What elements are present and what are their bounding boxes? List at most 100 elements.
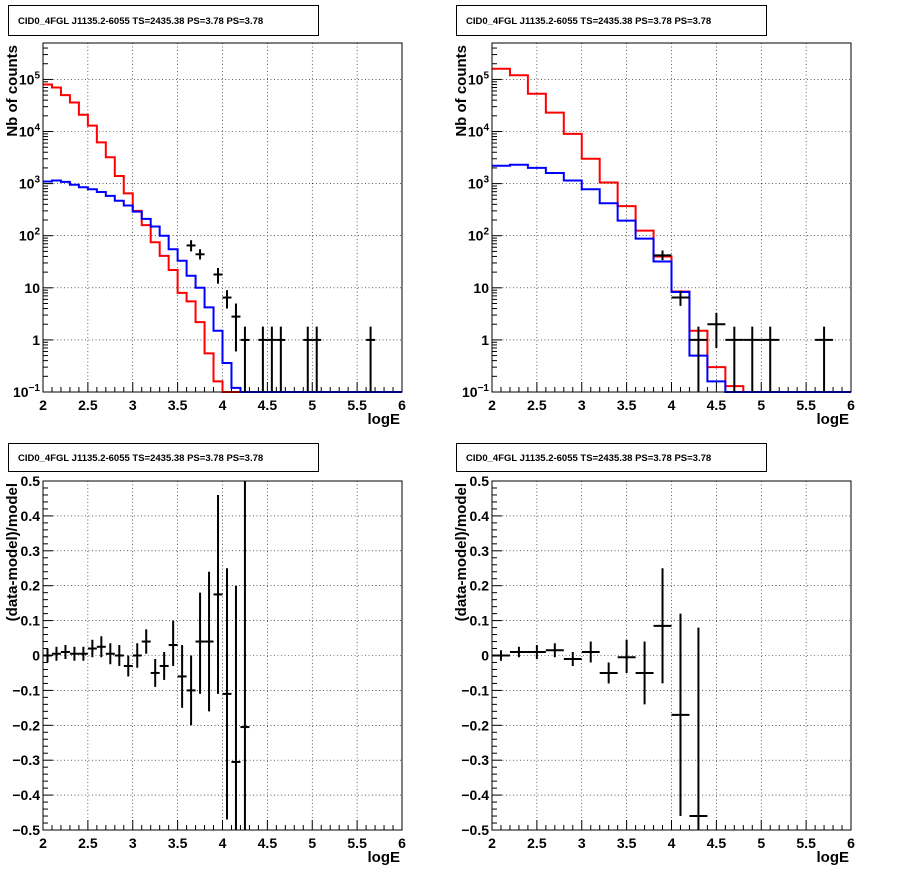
y-tick-label: 104: [468, 123, 490, 140]
x-tick-label: 5: [308, 397, 316, 413]
axis-ticks: [42, 480, 403, 831]
y-tick-label: 0.5: [21, 473, 41, 489]
y-tick-label: 102: [19, 227, 41, 244]
data-point: [177, 645, 187, 708]
y-tick-label: 0.5: [470, 473, 490, 489]
y-tick-label: 105: [468, 70, 490, 87]
data-point: [69, 646, 79, 661]
data-point: [213, 494, 223, 694]
y-tick-label: −0.4: [461, 787, 489, 803]
data-point: [87, 639, 97, 658]
data-point: [240, 481, 250, 830]
chart-title: CID0_4FGL J1135.2-6055 TS=2435.38 PS=3.7…: [466, 453, 711, 464]
chart-title: CID0_4FGL J1135.2-6055 TS=2435.38 PS=3.7…: [18, 453, 263, 464]
y-tick-label: −0.2: [461, 717, 489, 733]
y-axis-title: (data-model)/model: [4, 483, 21, 621]
y-tick-label: −0.5: [12, 822, 40, 838]
chart-title: CID0_4FGL J1135.2-6055 TS=2435.38 PS=3.7…: [466, 16, 711, 27]
x-tick-label: 3.5: [617, 397, 637, 413]
y-tick-label: −0.1: [12, 682, 40, 698]
data-point: [213, 267, 223, 284]
data-points: [492, 568, 708, 830]
data-point: [492, 650, 510, 661]
chart-panel-counts_fine: CID0_4FGL J1135.2-6055 TS=2435.38 PS=3.7…: [4, 5, 406, 428]
data-point: [231, 303, 241, 352]
data-point: [105, 643, 115, 665]
x-tick-label: 2.5: [78, 835, 98, 851]
plot-frame: [42, 480, 403, 831]
data-point: [303, 326, 313, 392]
y-tick-label: 1: [481, 332, 489, 348]
x-tick-label: 5: [308, 835, 316, 851]
data-point: [43, 648, 52, 663]
y-axis-title: (data-model)/model: [453, 483, 470, 621]
x-tick-label: 4: [668, 835, 676, 851]
data-point: [707, 312, 726, 348]
data-point: [761, 326, 780, 392]
data-point: [159, 652, 169, 680]
series-line-model-component: [492, 163, 851, 393]
data-point: [563, 652, 582, 666]
y-tick-label: 1: [32, 332, 40, 348]
y-tick-label: 104: [19, 123, 41, 140]
y-tick-label: −0.3: [12, 752, 40, 768]
data-point: [743, 326, 762, 392]
x-tick-label: 3.5: [617, 835, 637, 851]
y-tick-label: 10: [24, 280, 40, 296]
data-point: [671, 290, 690, 306]
data-point: [581, 641, 600, 663]
chart-title: CID0_4FGL J1135.2-6055 TS=2435.38 PS=3.7…: [18, 16, 263, 27]
data-point: [509, 646, 528, 658]
data-point: [186, 240, 196, 252]
data-point: [545, 643, 564, 658]
x-axis-title: logE: [368, 849, 401, 866]
y-tick-label: 0.2: [470, 578, 490, 594]
grid-lines: [491, 480, 852, 831]
x-tick-label: 2.5: [527, 397, 547, 413]
x-tick-label: 2.5: [527, 835, 547, 851]
y-tick-label: 0.2: [21, 578, 41, 594]
x-tick-label: 2: [39, 835, 47, 851]
x-tick-label: 4.5: [707, 397, 727, 413]
y-tick-label: 0.1: [470, 613, 490, 629]
data-point: [141, 629, 151, 654]
data-point: [276, 326, 286, 392]
x-tick-label: 6: [847, 397, 855, 413]
chart-panel-residuals_coarse: CID0_4FGL J1135.2-6055 TS=2435.38 PS=3.7…: [453, 443, 855, 866]
x-tick-label: 6: [847, 835, 855, 851]
y-axis-title: Nb of counts: [453, 45, 470, 137]
x-tick-label: 5.5: [796, 835, 816, 851]
data-point: [51, 646, 61, 661]
title-box: [8, 443, 319, 472]
x-tick-label: 6: [398, 835, 406, 851]
data-point: [204, 571, 214, 712]
y-tick-label: 0: [481, 648, 489, 664]
data-point: [123, 655, 133, 677]
data-point: [689, 326, 708, 392]
data-point: [617, 639, 636, 673]
plot-frame: [491, 42, 852, 393]
y-tick-label: −0.4: [12, 787, 40, 803]
x-tick-label: 2: [488, 835, 496, 851]
y-tick-label: 105: [19, 70, 41, 87]
y-tick-label: 10−1: [462, 383, 489, 400]
data-point: [258, 326, 268, 392]
title-box: [456, 5, 767, 36]
data-point: [114, 645, 124, 666]
x-axis-title: logE: [368, 411, 401, 428]
y-tick-label: 0.1: [21, 613, 41, 629]
x-tick-label: 3.5: [168, 397, 188, 413]
x-tick-label: 5.5: [796, 397, 816, 413]
x-tick-label: 4.5: [258, 835, 278, 851]
x-tick-label: 4.5: [258, 397, 278, 413]
x-tick-label: 3: [129, 397, 137, 413]
x-tick-label: 4: [219, 835, 227, 851]
data-point: [815, 326, 834, 392]
x-tick-label: 2: [488, 397, 496, 413]
data-point: [366, 326, 376, 392]
data-point: [222, 568, 232, 820]
title-box: [456, 443, 767, 472]
chart-panel-residuals_fine: CID0_4FGL J1135.2-6055 TS=2435.38 PS=3.7…: [4, 443, 406, 866]
chart-panel-counts_coarse: CID0_4FGL J1135.2-6055 TS=2435.38 PS=3.7…: [453, 5, 855, 428]
